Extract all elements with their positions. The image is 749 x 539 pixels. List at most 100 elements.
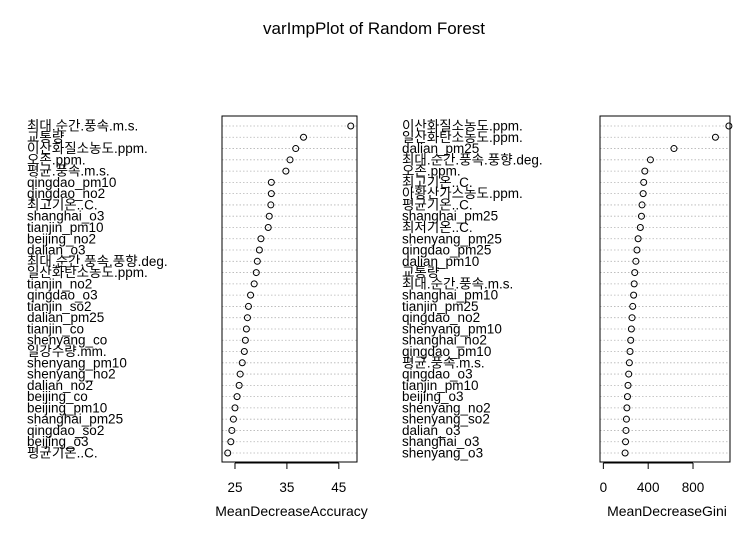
variable-label: 평균기온..C. <box>402 197 473 212</box>
variable-label: qingdao_pm10 <box>402 344 491 359</box>
importance-point <box>227 438 235 446</box>
importance-point <box>621 449 629 457</box>
variable-label: 최저기온..C. <box>402 220 473 235</box>
x-tick-label: 35 <box>279 480 294 495</box>
variable-label: qingdao_o3 <box>402 367 473 382</box>
x-axis-label: MeanDecreaseGini <box>607 503 727 519</box>
x-axis-label: MeanDecreaseAccuracy <box>215 503 368 519</box>
importance-point <box>243 314 251 322</box>
x-tick-label: 400 <box>637 480 660 495</box>
panel-2: 이산화질소농도.ppm.일산화탄소농도.ppm.dalian_pm25최대.순간… <box>402 115 733 519</box>
importance-point <box>300 133 308 141</box>
importance-point <box>626 348 634 356</box>
variable-label: shenyang_no2 <box>27 367 116 382</box>
variable-label: shenyang_no2 <box>402 400 491 415</box>
variable-label: 오존.ppm. <box>27 152 86 167</box>
importance-point <box>636 223 644 231</box>
importance-point <box>711 133 719 141</box>
importance-point <box>632 257 640 265</box>
importance-point <box>633 246 641 254</box>
variable-label: 아황산가스농도.ppm. <box>402 186 523 201</box>
variable-label: qingdao_so2 <box>27 423 104 438</box>
importance-point <box>242 325 250 333</box>
importance-point <box>625 370 633 378</box>
importance-point <box>229 415 237 423</box>
plot-frame <box>599 115 731 463</box>
importance-point <box>252 269 260 277</box>
variable-label: beijing_pm10 <box>27 400 107 415</box>
importance-point <box>286 156 294 164</box>
importance-point <box>630 280 638 288</box>
importance-point <box>231 404 239 412</box>
variable-label: qingdao_no2 <box>27 186 105 201</box>
variable-label: qingdao_pm25 <box>402 243 491 258</box>
variable-label: shanghai_pm25 <box>402 209 498 224</box>
importance-point <box>623 393 631 401</box>
plot-frame <box>221 115 358 463</box>
importance-point <box>247 291 255 299</box>
variable-label: 이산화질소농도.ppm. <box>27 141 148 156</box>
variable-label: beijing_co <box>27 389 88 404</box>
importance-point <box>267 178 275 186</box>
x-tick-label: 25 <box>227 480 242 495</box>
importance-point <box>235 381 243 389</box>
importance-point <box>264 223 272 231</box>
variable-label: shenyang_co <box>27 333 107 348</box>
variable-label: 일산화탄소농도.ppm. <box>27 265 148 280</box>
variable-label: 교통량 <box>402 265 439 280</box>
chart-title: varImpPlot of Random Forest <box>263 19 485 38</box>
variable-label: shanghai_o3 <box>402 434 479 449</box>
importance-point <box>640 178 648 186</box>
importance-point <box>257 235 265 243</box>
variable-label: shanghai_pm10 <box>402 288 498 303</box>
variable-label: 평균.풍속.m.s. <box>402 355 485 370</box>
importance-point <box>228 426 236 434</box>
variable-label: 일산화탄소농도.ppm. <box>402 130 523 145</box>
importance-point <box>253 257 261 265</box>
importance-point <box>236 370 244 378</box>
variable-label: dalian_pm25 <box>27 310 104 325</box>
importance-point <box>638 201 646 209</box>
variable-label: dalian_o3 <box>27 243 86 258</box>
variable-label: shenyang_pm25 <box>402 231 502 246</box>
variable-label: 일강수량.mm. <box>27 344 107 359</box>
importance-point <box>637 212 645 220</box>
importance-point <box>233 393 241 401</box>
variable-label: 평균기온..C. <box>27 446 98 461</box>
variable-label: 최대.순간.풍속.m.s. <box>402 276 513 291</box>
variable-label: 최대.순간.풍속.풍향.deg. <box>402 152 543 167</box>
importance-point <box>623 404 631 412</box>
importance-point <box>629 302 637 310</box>
variable-label: beijing_no2 <box>27 231 96 246</box>
variable-label: qingdao_no2 <box>402 310 480 325</box>
importance-point <box>292 145 300 153</box>
variable-label: beijing_o3 <box>27 434 89 449</box>
variable-label: qingdao_o3 <box>27 288 98 303</box>
importance-point <box>265 212 273 220</box>
importance-point <box>625 359 633 367</box>
variable-label: dalian_o3 <box>402 423 461 438</box>
variable-label: dalian_pm10 <box>402 254 479 269</box>
importance-point <box>244 302 252 310</box>
variable-label: tianjin_no2 <box>27 276 92 291</box>
variable-label: shenyang_so2 <box>402 412 490 427</box>
variable-label: dalian_no2 <box>27 378 93 393</box>
variable-label: dalian_pm25 <box>402 141 479 156</box>
variable-label: shenyang_pm10 <box>27 355 127 370</box>
importance-point <box>639 190 647 198</box>
importance-point <box>267 190 275 198</box>
variable-label: beijing_o3 <box>402 389 464 404</box>
importance-point <box>240 348 248 356</box>
importance-point <box>624 381 632 389</box>
importance-point <box>631 269 639 277</box>
importance-point <box>634 235 642 243</box>
importance-point <box>622 438 630 446</box>
importance-point <box>622 426 630 434</box>
variable-label: shanghai_no2 <box>402 333 487 348</box>
importance-point <box>250 280 258 288</box>
panels: 최대.순간.풍속.m.s.교통량 이산화질소농도.ppm.오존.ppm. 평균.풍속… <box>27 115 733 519</box>
panel-1: 최대.순간.풍속.m.s.교통량이산화질소농도.ppm.오존.ppm.평균.풍속… <box>27 115 368 519</box>
x-tick-label: 800 <box>682 480 705 495</box>
variable-label: tianjin_pm10 <box>402 378 479 393</box>
